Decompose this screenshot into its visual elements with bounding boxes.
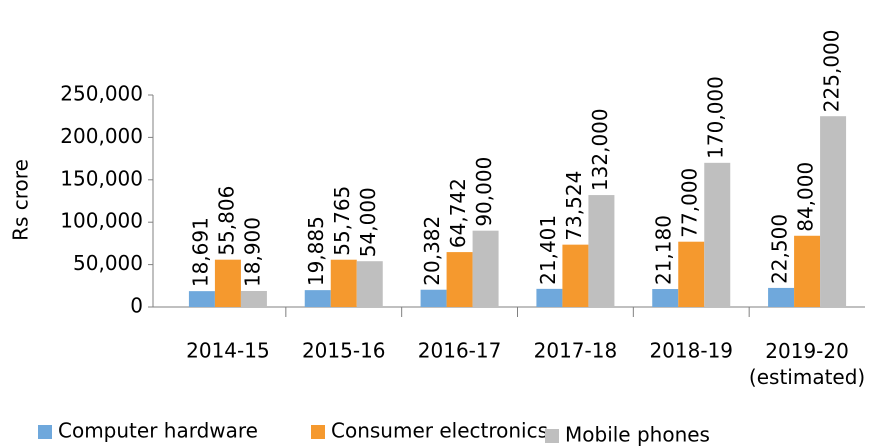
data-label: 225,000 bbox=[820, 29, 844, 112]
data-label: 22,500 bbox=[768, 214, 792, 284]
legend-swatch bbox=[38, 425, 52, 439]
bar bbox=[704, 162, 731, 307]
x-tick-label: 2015-16 bbox=[302, 339, 386, 363]
x-tick-label: 2018-19 bbox=[649, 339, 733, 363]
y-tick-label: 0 bbox=[130, 294, 143, 318]
data-label: 55,765 bbox=[330, 186, 354, 256]
bar bbox=[678, 241, 705, 307]
legend-label: Computer hardware bbox=[58, 419, 258, 443]
data-label: 19,885 bbox=[304, 216, 328, 286]
data-label: 20,382 bbox=[420, 216, 444, 286]
bar bbox=[446, 252, 473, 307]
bar bbox=[420, 289, 447, 307]
data-label: 77,000 bbox=[678, 168, 702, 238]
bar bbox=[794, 235, 821, 307]
bar bbox=[304, 290, 331, 307]
bar bbox=[652, 289, 679, 307]
y-tick-label: 150,000 bbox=[60, 166, 143, 190]
x-tick-label: 2016-17 bbox=[418, 339, 502, 363]
y-tick-label: 200,000 bbox=[60, 124, 143, 148]
legend-label: Consumer electronics bbox=[331, 419, 548, 443]
bar bbox=[588, 195, 615, 307]
y-tick-label: 100,000 bbox=[60, 209, 143, 233]
x-tick-label: 2017-18 bbox=[534, 339, 618, 363]
bar bbox=[562, 244, 589, 307]
y-tick-label: 250,000 bbox=[60, 82, 143, 106]
y-axis-label: Rs crore bbox=[9, 159, 33, 241]
bar bbox=[820, 116, 847, 307]
data-label: 18,900 bbox=[240, 217, 264, 287]
bar bbox=[472, 230, 499, 307]
bar bbox=[188, 291, 215, 307]
bar bbox=[330, 259, 357, 307]
data-label: 55,806 bbox=[214, 186, 238, 256]
legend-swatch bbox=[311, 425, 325, 439]
data-label: 90,000 bbox=[472, 157, 496, 227]
data-label: 170,000 bbox=[704, 76, 728, 159]
data-label: 54,000 bbox=[356, 187, 380, 257]
data-label: 64,742 bbox=[446, 178, 470, 248]
data-label: 84,000 bbox=[794, 162, 818, 232]
x-tick-label: 2019-20 (estimated) bbox=[749, 339, 865, 389]
bar bbox=[356, 261, 383, 307]
legend-label: Mobile phones bbox=[565, 423, 710, 447]
bar bbox=[768, 287, 795, 307]
bar bbox=[240, 290, 267, 307]
data-label: 18,691 bbox=[188, 217, 212, 287]
y-tick-label: 50,000 bbox=[73, 251, 143, 275]
data-label: 21,401 bbox=[536, 215, 560, 285]
x-tick-label: 2014-15 bbox=[186, 339, 270, 363]
bar bbox=[536, 288, 563, 307]
data-label: 132,000 bbox=[588, 108, 612, 191]
data-label: 21,180 bbox=[652, 215, 676, 285]
legend-swatch bbox=[545, 429, 559, 443]
bar bbox=[214, 259, 241, 307]
data-label: 73,524 bbox=[562, 171, 586, 241]
